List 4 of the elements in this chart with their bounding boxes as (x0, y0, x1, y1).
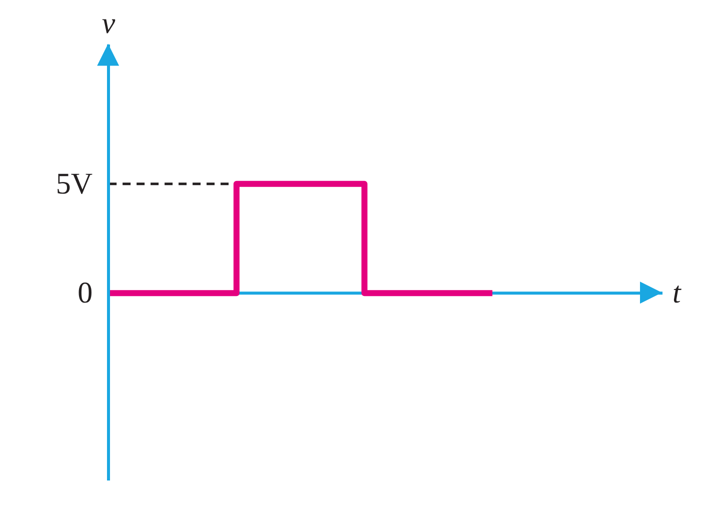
y-tick-label: 0 (78, 276, 93, 310)
y-tick-label: 5V (56, 167, 93, 200)
x-axis-title: t (672, 276, 682, 310)
y-axis-title: v (102, 7, 116, 40)
